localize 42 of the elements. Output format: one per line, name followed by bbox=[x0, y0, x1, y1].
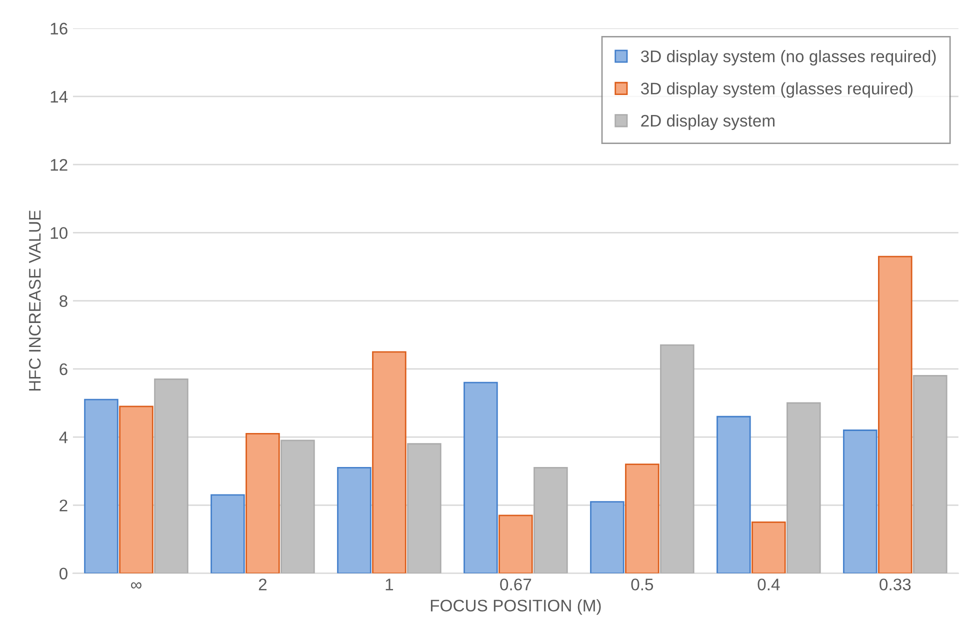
bar bbox=[464, 382, 498, 574]
x-axis-title: FOCUS POSITION (M) bbox=[430, 599, 601, 615]
x-tick-label: 0.5 bbox=[631, 578, 654, 590]
y-tick-label: 10 bbox=[50, 227, 68, 239]
bar bbox=[407, 443, 442, 574]
legend-label: 3D display system (no glasses required) bbox=[640, 50, 936, 66]
bar bbox=[498, 514, 533, 574]
y-tick-label: 2 bbox=[60, 500, 68, 512]
bar bbox=[625, 464, 660, 574]
bar bbox=[716, 416, 751, 574]
bar bbox=[878, 256, 912, 574]
bar bbox=[913, 375, 948, 574]
bar bbox=[210, 494, 245, 574]
x-tick-label: 2 bbox=[258, 578, 267, 590]
legend-label: 3D display system (glasses required) bbox=[640, 82, 913, 98]
y-tick-label: 0 bbox=[59, 568, 68, 580]
y-tick-label: 16 bbox=[50, 22, 68, 35]
y-tick-label: 8 bbox=[60, 295, 68, 308]
y-axis-title: HFC INCREASE VALUE bbox=[28, 210, 41, 391]
x-tick-label: ∞ bbox=[130, 582, 142, 589]
bar bbox=[154, 378, 188, 574]
bar bbox=[660, 344, 694, 574]
y-tick-label: 6 bbox=[60, 363, 68, 376]
bar bbox=[372, 351, 406, 574]
x-tick-label: 0.67 bbox=[500, 578, 532, 590]
x-tick-label: 0.33 bbox=[880, 578, 911, 590]
x-tick-label: 0.4 bbox=[758, 578, 780, 590]
legend-label: 2D display system bbox=[641, 114, 774, 130]
y-tick-label: 12 bbox=[50, 158, 68, 171]
bar bbox=[119, 406, 154, 574]
bar bbox=[590, 501, 624, 574]
bar bbox=[280, 440, 315, 574]
y-tick-label: 14 bbox=[50, 91, 68, 103]
bar bbox=[84, 398, 118, 574]
bar bbox=[843, 430, 878, 574]
bar bbox=[534, 467, 568, 574]
bar bbox=[752, 522, 786, 574]
bar bbox=[246, 432, 280, 574]
x-tick-label: 1 bbox=[386, 578, 394, 590]
bar bbox=[786, 402, 821, 574]
y-tick-label: 4 bbox=[59, 432, 68, 444]
bar bbox=[337, 467, 372, 574]
